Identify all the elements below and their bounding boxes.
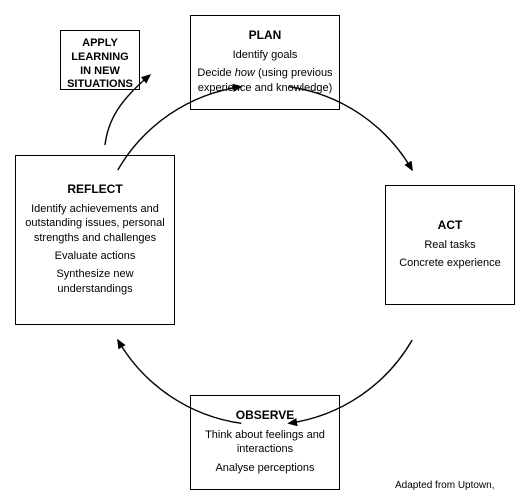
apply-line1: APPLY <box>67 37 133 51</box>
reflect-title: REFLECT <box>67 182 122 196</box>
plan-box: PLAN Identify goals Decide how (using pr… <box>190 15 340 110</box>
plan-line1: Identify goals <box>233 48 298 62</box>
plan-line2: Decide how (using previous experience an… <box>197 66 333 95</box>
act-line1: Real tasks <box>424 238 475 252</box>
plan-line2-em: how <box>235 67 255 79</box>
plan-line2-pre: Decide <box>197 67 234 79</box>
reflect-line1: Identify achievements and outstanding is… <box>22 202 168 245</box>
reflect-box: REFLECT Identify achievements and outsta… <box>15 155 175 325</box>
credit-text: Adapted from Uptown, <box>395 480 495 491</box>
plan-title: PLAN <box>249 28 282 42</box>
reflect-line2: Evaluate actions <box>55 249 136 263</box>
apply-line2: LEARNING <box>67 51 133 65</box>
apply-line3: IN NEW <box>67 65 133 79</box>
apply-box: APPLY LEARNING IN NEW SITUATIONS <box>60 30 140 90</box>
observe-line1: Think about feelings and interactions <box>197 428 333 457</box>
act-box: ACT Real tasks Concrete experience <box>385 185 515 305</box>
apply-line4: SITUATIONS <box>67 78 133 92</box>
observe-box: OBSERVE Think about feelings and interac… <box>190 395 340 490</box>
act-title: ACT <box>438 218 463 232</box>
reflect-line3: Synthesize new understandings <box>22 267 168 296</box>
observe-line2: Analyse perceptions <box>215 461 314 475</box>
observe-title: OBSERVE <box>236 408 294 422</box>
act-line2: Concrete experience <box>399 256 501 270</box>
